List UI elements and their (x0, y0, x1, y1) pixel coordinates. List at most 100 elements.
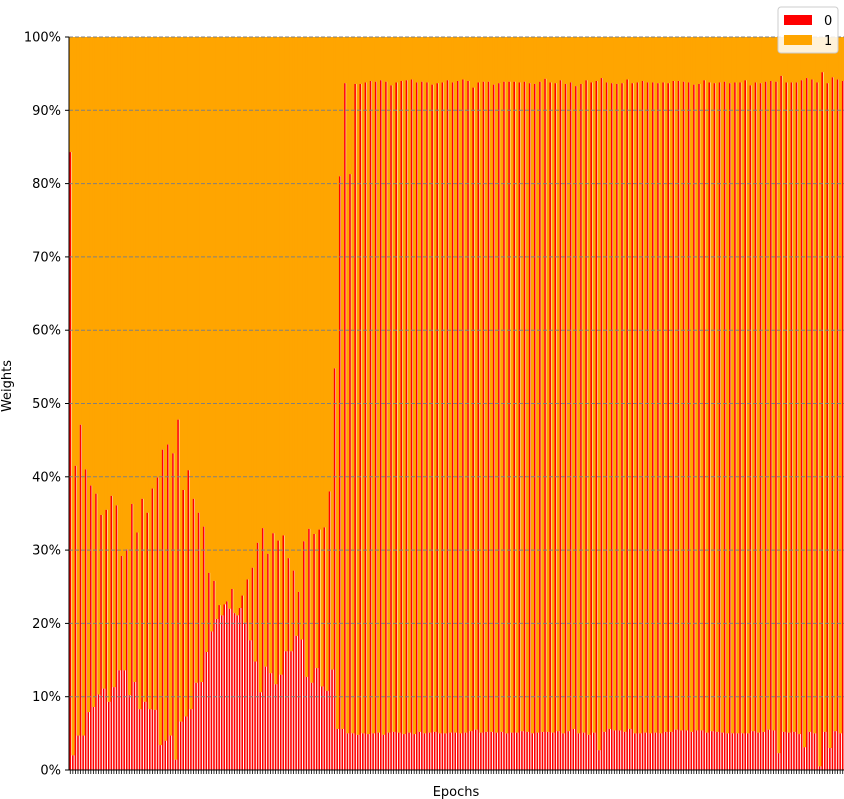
bar-series-1 (356, 37, 360, 735)
bar-series-1 (828, 37, 832, 749)
bar-series-0 (107, 701, 110, 770)
bar-series-1 (479, 37, 483, 733)
bar-series-0 (505, 733, 508, 770)
bar-series-0 (323, 527, 326, 770)
bar-series-1 (836, 37, 840, 80)
bar-series-0 (546, 731, 549, 770)
bar-series-1 (284, 37, 288, 652)
bar-series-0 (308, 528, 310, 770)
bar-series-0 (456, 80, 459, 771)
bar-series-1 (94, 37, 98, 494)
bar-series-1 (246, 37, 250, 580)
bar-series-1 (800, 37, 804, 81)
bar-series-1 (782, 37, 786, 732)
bar-series-1 (441, 37, 445, 83)
bar-series-0 (554, 83, 557, 771)
bar-series-0 (315, 668, 318, 770)
bar-series-1 (104, 37, 109, 510)
bar-series-1 (659, 37, 663, 734)
bar-series-0 (503, 81, 505, 770)
bar-series-1 (451, 37, 455, 83)
bar-series-0 (397, 732, 400, 770)
bar-series-1 (215, 37, 219, 619)
bar-series-0 (336, 728, 338, 770)
bar-series-1 (264, 37, 268, 667)
bar-series-0 (279, 674, 282, 770)
bar-series-1 (333, 37, 337, 369)
bar-series-0 (767, 729, 770, 770)
bar-series-1 (533, 37, 537, 84)
bar-series-1 (815, 37, 819, 83)
bar-series-0 (770, 80, 772, 771)
y-tick-label: 90% (32, 104, 61, 119)
bar-series-1 (412, 37, 417, 735)
bar-series-1 (171, 37, 175, 454)
bar-series-1 (597, 37, 601, 751)
bar-series-0 (492, 84, 495, 770)
bar-series-0 (213, 580, 215, 770)
bar-series-1 (761, 37, 766, 732)
bar-series-0 (287, 558, 290, 770)
bar-series-1 (574, 37, 578, 87)
bar-series-0 (480, 732, 482, 770)
bar-series-0 (726, 733, 729, 770)
bar-series-0 (736, 733, 739, 770)
bar-series-0 (292, 570, 295, 770)
bar-series-0 (718, 82, 721, 770)
bar-series-0 (184, 716, 187, 770)
bar-series-0 (451, 82, 454, 770)
bar-series-0 (95, 493, 97, 770)
bar-series-1 (736, 37, 740, 734)
bar-series-1 (618, 37, 622, 731)
bar-series-0 (795, 82, 798, 770)
bar-series-1 (325, 37, 329, 691)
bar-series-0 (567, 731, 569, 770)
bar-series-0 (159, 745, 161, 770)
bar-series-0 (510, 732, 513, 770)
bar-series-1 (818, 37, 822, 767)
bar-series-0 (559, 80, 562, 770)
bar-series-0 (156, 477, 159, 770)
bar-series-0 (472, 87, 474, 770)
bar-series-0 (623, 731, 626, 770)
bar-series-0 (723, 81, 726, 770)
bar-series-1 (484, 37, 488, 732)
bar-series-1 (482, 37, 486, 82)
bar-series-0 (310, 682, 313, 770)
bar-series-1 (161, 37, 165, 450)
bar-series-1 (489, 37, 494, 732)
bar-series-1 (759, 37, 763, 84)
bar-series-1 (518, 37, 522, 83)
bar-series-1 (192, 37, 196, 499)
bar-series-0 (562, 733, 564, 770)
bar-series-0 (654, 732, 657, 770)
bar-series-0 (118, 670, 120, 770)
bar-series-1 (664, 37, 668, 732)
bar-series-1 (117, 37, 121, 671)
bar-series-0 (474, 729, 477, 770)
bar-series-0 (380, 80, 382, 770)
bar-series-1 (202, 37, 206, 527)
bar-series-1 (269, 37, 273, 674)
bar-series-0 (734, 82, 736, 770)
y-tick-label: 40% (32, 470, 61, 485)
bar-series-1 (790, 37, 794, 83)
bar-series-1 (302, 37, 306, 542)
bar-series-1 (528, 37, 532, 84)
bar-series-0 (793, 731, 795, 770)
bar-series-0 (328, 491, 331, 770)
bar-series-1 (813, 37, 817, 734)
bar-series-0 (526, 731, 528, 770)
bar-series-0 (138, 709, 141, 770)
bar-series-1 (310, 37, 314, 683)
bar-series-1 (754, 37, 758, 83)
bar-series-1 (548, 37, 553, 83)
bar-series-1 (374, 37, 378, 82)
bar-series-1 (461, 37, 465, 80)
bar-series-1 (702, 37, 707, 81)
bar-series-1 (194, 37, 198, 683)
bar-series-0 (231, 588, 233, 770)
bar-series-0 (610, 83, 613, 771)
bar-series-1 (430, 37, 435, 85)
bar-series-1 (199, 37, 204, 683)
